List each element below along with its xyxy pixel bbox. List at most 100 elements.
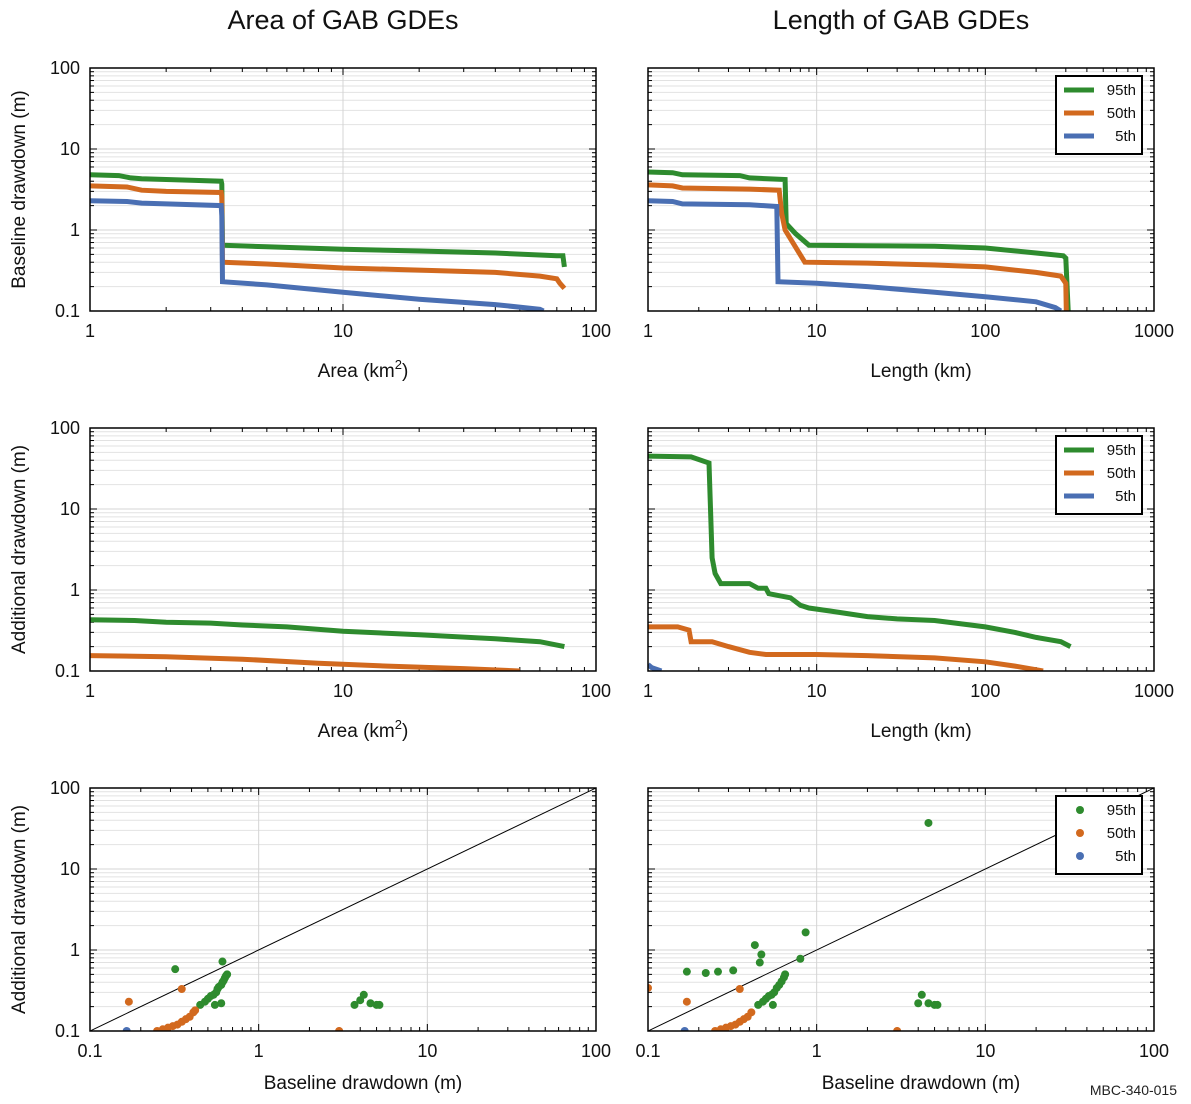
legend: 95th 50th 5th <box>1055 435 1143 515</box>
x-axis-label: Area (km2) <box>318 717 409 742</box>
y-tick-label: 10 <box>60 859 80 879</box>
x-tick-label: 100 <box>581 681 611 701</box>
legend: 95th 50th 5th <box>1055 75 1143 155</box>
data-point-95th <box>933 1000 942 1009</box>
y-tick-label: 0.1 <box>55 1021 80 1041</box>
data-point-50th <box>648 983 652 992</box>
plot-area <box>648 169 1071 311</box>
data-point-95th <box>801 928 810 937</box>
x-tick-label: 1 <box>643 321 653 341</box>
plot-area <box>90 788 596 1031</box>
series-line-95th <box>648 453 1072 649</box>
legend-label: 95th <box>1107 82 1136 99</box>
x-tick-label: 100 <box>970 321 1000 341</box>
plot-area <box>648 453 1072 671</box>
x-axis-label: Length (km) <box>870 721 971 742</box>
x-tick-label: 100 <box>1139 1041 1169 1061</box>
chart-panel-1-1: 1 10 100 1000 Length (km) 95th 50th 5th <box>643 427 1174 742</box>
axes-frame <box>89 427 597 672</box>
series-line-95th <box>90 172 567 268</box>
data-point-95th <box>701 969 710 978</box>
data-point-50th <box>735 985 744 994</box>
chart-panel-2-0: 0.1 1 10 100 0.1 1 10 100 Baseline drawdown (m) A… <box>9 778 611 1094</box>
x-tick-label: 100 <box>581 1041 611 1061</box>
data-point-5th <box>680 1027 689 1031</box>
data-point-50th <box>177 985 186 994</box>
figure-code: MBC-340-015 <box>1089 1082 1177 1098</box>
x-axis-label: Area (km2) <box>318 357 409 382</box>
y-axis-label: Additional drawdown (m) <box>9 445 30 654</box>
data-point-95th <box>755 958 764 967</box>
y-axis-label: Baseline drawdown (m) <box>9 90 30 289</box>
x-tick-label: 1000 <box>1134 321 1174 341</box>
data-point-95th <box>713 967 722 976</box>
x-tick-label: 10 <box>807 681 827 701</box>
legend: 95th 50th 5th <box>1055 795 1143 875</box>
legend-box <box>1055 795 1143 875</box>
plot-area <box>90 617 565 671</box>
legend-label: 5th <box>1115 848 1136 865</box>
x-tick-label: 10 <box>975 1041 995 1061</box>
y-tick-label: 1 <box>70 580 80 600</box>
axes-frame <box>647 787 1155 1032</box>
series-line-50th <box>648 624 1044 671</box>
y-tick-label: 100 <box>50 778 80 798</box>
x-tick-label: 1 <box>812 1041 822 1061</box>
series-line-5th <box>648 662 663 671</box>
legend-swatch <box>1076 852 1084 860</box>
data-point-95th <box>217 999 226 1008</box>
series-line-50th <box>90 653 520 671</box>
data-point-95th <box>917 990 926 999</box>
y-tick-label: 0.1 <box>55 301 80 321</box>
chart-panel-2-1: 0.1 1 10 100 Baseline drawdown (m) 95th 50th 5t… <box>635 787 1169 1094</box>
plot-area <box>90 172 567 311</box>
y-tick-label: 0.1 <box>55 661 80 681</box>
data-point-50th <box>682 997 691 1006</box>
data-point-95th <box>223 970 232 979</box>
axes-frame <box>89 67 597 312</box>
series-line-50th <box>90 183 567 291</box>
data-point-95th <box>924 999 933 1008</box>
data-point-95th <box>914 999 923 1008</box>
data-point-95th <box>729 966 738 975</box>
legend-label: 50th <box>1107 825 1136 842</box>
y-tick-label: 10 <box>60 499 80 519</box>
legend-label: 95th <box>1107 802 1136 819</box>
series-line-95th <box>648 169 1071 311</box>
data-point-50th <box>191 1006 200 1015</box>
x-tick-label: 1 <box>85 321 95 341</box>
x-axis-label: Baseline drawdown (m) <box>264 1073 463 1094</box>
y-tick-label: 100 <box>50 58 80 78</box>
y-axis-label: Additional drawdown (m) <box>9 805 30 1014</box>
axes-frame <box>647 427 1155 672</box>
x-tick-label: 0.1 <box>635 1041 660 1061</box>
data-point-50th <box>747 1008 756 1017</box>
x-axis-label: Length (km) <box>870 361 971 382</box>
chart-panel-0-1: 1 10 100 1000 Length (km) 95th 50th 5th <box>643 67 1174 382</box>
data-point-95th <box>350 1000 359 1009</box>
data-point-95th <box>924 818 933 827</box>
data-point-95th <box>171 965 180 974</box>
y-tick-label: 1 <box>70 220 80 240</box>
data-point-95th <box>375 1000 384 1009</box>
legend-label: 50th <box>1107 105 1136 122</box>
series-line-5th <box>648 198 1063 311</box>
x-tick-label: 1000 <box>1134 681 1174 701</box>
x-axis-label: Baseline drawdown (m) <box>822 1073 1021 1094</box>
data-point-95th <box>768 1000 777 1009</box>
data-point-95th <box>757 950 766 959</box>
y-tick-label: 100 <box>50 418 80 438</box>
legend-label: 50th <box>1107 465 1136 482</box>
data-point-95th <box>210 1000 219 1009</box>
data-point-95th <box>218 957 227 966</box>
legend-swatch <box>1076 829 1084 837</box>
x-tick-label: 10 <box>807 321 827 341</box>
legend-swatch <box>1076 806 1084 814</box>
data-point-95th <box>781 970 790 979</box>
legend-label: 5th <box>1115 488 1136 505</box>
data-point-5th <box>122 1027 131 1031</box>
one-to-one-line <box>90 788 596 1031</box>
data-point-50th <box>335 1027 344 1031</box>
